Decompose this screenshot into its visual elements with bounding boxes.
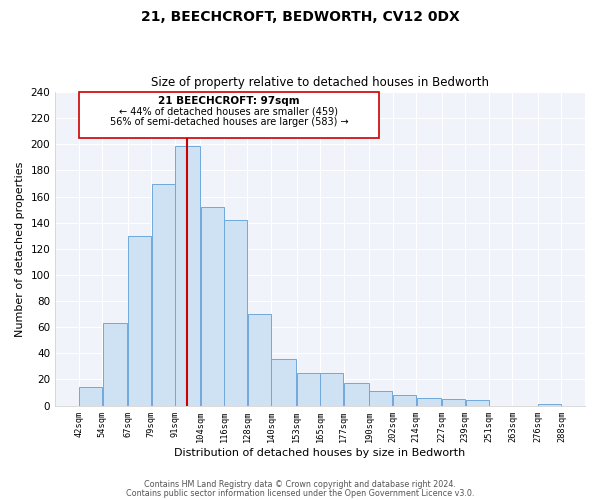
FancyBboxPatch shape [79, 92, 379, 138]
Bar [393, 395, 416, 406]
Text: Contains HM Land Registry data © Crown copyright and database right 2024.: Contains HM Land Registry data © Crown c… [144, 480, 456, 489]
Text: 56% of semi-detached houses are larger (583) →: 56% of semi-detached houses are larger (… [110, 117, 348, 127]
Title: Size of property relative to detached houses in Bedworth: Size of property relative to detached ho… [151, 76, 489, 90]
Bar [200, 207, 224, 406]
Text: Contains public sector information licensed under the Open Government Licence v3: Contains public sector information licen… [126, 489, 474, 498]
Text: 21 BEECHCROFT: 97sqm: 21 BEECHCROFT: 97sqm [158, 96, 299, 106]
Bar [103, 324, 127, 406]
Bar [248, 314, 271, 406]
Bar [271, 358, 296, 406]
Bar [152, 184, 175, 406]
Bar [344, 384, 369, 406]
Y-axis label: Number of detached properties: Number of detached properties [15, 161, 25, 336]
X-axis label: Distribution of detached houses by size in Bedworth: Distribution of detached houses by size … [175, 448, 466, 458]
Bar [466, 400, 488, 406]
Bar [175, 146, 200, 406]
Bar [297, 373, 320, 406]
Bar [370, 391, 392, 406]
Bar [320, 373, 343, 406]
Text: 21, BEECHCROFT, BEDWORTH, CV12 0DX: 21, BEECHCROFT, BEDWORTH, CV12 0DX [140, 10, 460, 24]
Text: ← 44% of detached houses are smaller (459): ← 44% of detached houses are smaller (45… [119, 106, 338, 117]
Bar [538, 404, 561, 406]
Bar [416, 398, 442, 406]
Bar [224, 220, 247, 406]
Bar [128, 236, 151, 406]
Bar [79, 388, 102, 406]
Bar [442, 399, 465, 406]
